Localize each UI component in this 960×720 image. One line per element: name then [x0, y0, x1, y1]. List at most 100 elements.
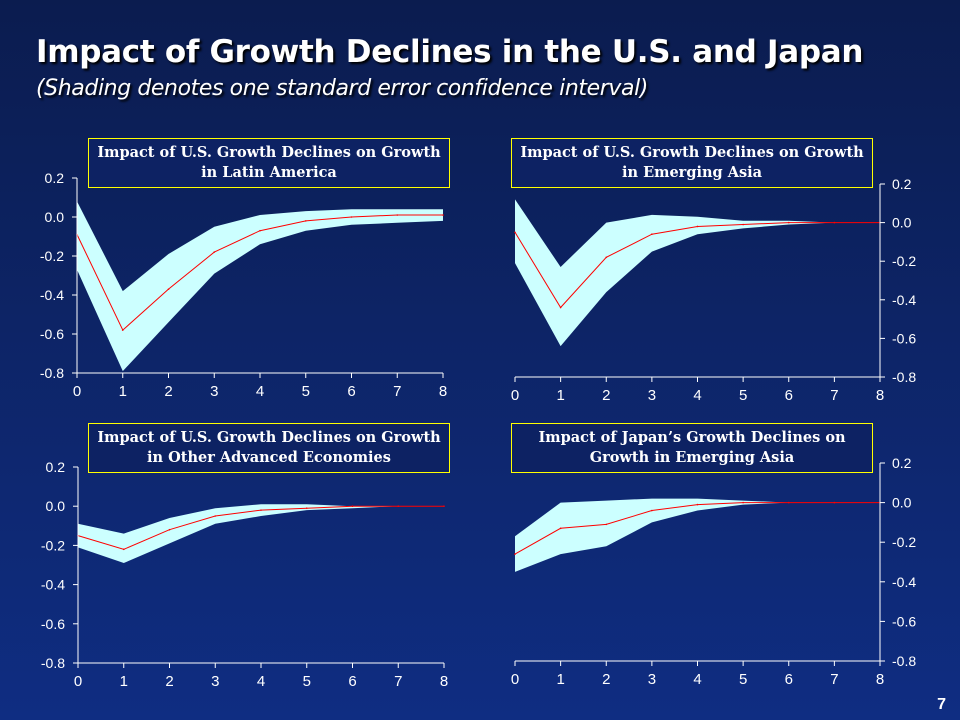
data-point — [696, 225, 699, 228]
data-point — [651, 509, 653, 512]
x-tick-label: 1 — [120, 673, 128, 690]
data-point — [605, 256, 608, 259]
data-point — [443, 505, 445, 508]
y-tick-label: -0.8 — [892, 653, 916, 669]
data-point — [605, 523, 608, 526]
data-point — [122, 548, 125, 551]
page-number: 7 — [937, 696, 946, 713]
data-point — [213, 251, 216, 253]
data-point — [396, 214, 399, 216]
confidence-band — [78, 504, 444, 563]
x-tick-label: 8 — [439, 383, 447, 400]
data-point — [305, 507, 308, 509]
y-tick-label: 0.2 — [45, 170, 65, 186]
y-tick-label: -0.2 — [41, 537, 65, 553]
x-tick-label: 3 — [211, 673, 219, 690]
x-tick-label: 7 — [830, 387, 838, 404]
data-point — [787, 221, 790, 224]
x-tick-label: 1 — [556, 671, 564, 688]
x-tick-label: 8 — [876, 671, 884, 688]
chart-panel-0: 0.2 0.0 -0.2 -0.4 -0.6 -0.8 0 1 2 3 4 5 6 7 8 — [40, 170, 447, 400]
y-tick-label: 0.0 — [892, 495, 912, 511]
x-tick-label: 6 — [785, 671, 793, 688]
x-tick-label: 5 — [302, 383, 310, 400]
y-tick-label: -0.4 — [40, 287, 64, 303]
data-point — [259, 229, 261, 232]
panel-title-emerging-asia-japan: Impact of Japan’s Growth Declines on Gro… — [511, 423, 873, 473]
data-point — [167, 288, 170, 290]
slide-subtitle: (Shading denotes one standard error conf… — [36, 76, 648, 101]
y-tick-label: 0.0 — [46, 498, 66, 514]
y-tick-label: -0.2 — [40, 248, 64, 264]
chart-panel-3: 0.2 0.0 -0.2 -0.4 -0.6 -0.8 0 1 2 3 4 5 6 7 8 — [511, 455, 917, 688]
x-tick-label: 4 — [693, 387, 701, 404]
y-tick-label: -0.6 — [892, 613, 916, 629]
data-point — [350, 216, 353, 218]
x-tick-label: 3 — [648, 387, 656, 404]
confidence-band — [77, 201, 443, 372]
x-tick-label: 3 — [210, 383, 218, 400]
data-point — [260, 509, 262, 511]
x-tick-label: 7 — [830, 671, 838, 688]
y-tick-label: -0.8 — [40, 365, 64, 381]
confidence-band — [515, 498, 880, 572]
confidence-band — [515, 199, 880, 347]
y-tick-label: 0.0 — [892, 215, 912, 231]
y-tick-label: -0.6 — [40, 326, 64, 342]
data-point — [397, 505, 400, 508]
x-tick-label: 3 — [648, 671, 656, 688]
x-tick-label: 8 — [876, 387, 884, 404]
x-tick-label: 6 — [348, 673, 356, 690]
x-tick-label: 1 — [119, 383, 127, 400]
x-tick-label: 0 — [511, 387, 519, 404]
x-tick-label: 5 — [739, 387, 747, 404]
x-tick-label: 0 — [74, 673, 82, 690]
data-point — [514, 553, 516, 555]
x-tick-label: 2 — [602, 387, 610, 404]
y-tick-label: 0.2 — [892, 176, 912, 192]
data-point — [559, 306, 562, 309]
y-tick-label: -0.2 — [892, 534, 916, 550]
data-point — [514, 231, 516, 234]
x-tick-label: 0 — [73, 383, 81, 400]
chart-panel-2: 0.2 0.0 -0.2 -0.4 -0.6 -0.8 0 1 2 3 4 5 6 7 8 — [41, 459, 448, 690]
y-tick-label: 0.2 — [46, 459, 66, 475]
data-point — [742, 501, 744, 504]
x-tick-label: 6 — [347, 383, 355, 400]
data-point — [442, 214, 444, 216]
y-tick-label: -0.4 — [892, 574, 916, 590]
panel-title-emerging-asia-us: Impact of U.S. Growth Declines on Growth… — [511, 138, 873, 188]
x-tick-label: 2 — [164, 383, 172, 400]
x-tick-label: 7 — [394, 673, 402, 690]
y-tick-label: -0.8 — [892, 369, 916, 385]
slide-title: Impact of Growth Declines in the U.S. an… — [36, 34, 864, 70]
x-tick-label: 8 — [440, 673, 448, 690]
x-tick-label: 5 — [739, 671, 747, 688]
x-tick-label: 4 — [257, 673, 265, 690]
y-tick-label: -0.8 — [41, 655, 65, 671]
x-tick-label: 1 — [556, 387, 564, 404]
data-point — [833, 501, 836, 504]
y-tick-label: 0.0 — [45, 209, 65, 225]
x-tick-label: 4 — [256, 383, 264, 400]
panel-title-latin-america: Impact of U.S. Growth Declines on Growth… — [88, 138, 450, 188]
panel-title-other-advanced: Impact of U.S. Growth Declines on Growth… — [88, 423, 450, 473]
data-point — [214, 515, 217, 517]
data-point — [696, 503, 699, 506]
y-tick-label: -0.4 — [892, 292, 916, 308]
x-tick-label: 2 — [602, 671, 610, 688]
x-tick-label: 7 — [393, 383, 401, 400]
data-point — [742, 223, 744, 226]
y-tick-label: -0.6 — [41, 616, 65, 632]
chart-panel-1: 0.2 0.0 -0.2 -0.4 -0.6 -0.8 0 1 2 3 4 5 6 7 8 — [511, 176, 917, 404]
data-point — [833, 221, 836, 224]
y-tick-label: -0.6 — [892, 330, 916, 346]
x-tick-label: 0 — [511, 671, 519, 688]
x-tick-label: 4 — [693, 671, 701, 688]
data-point — [651, 233, 653, 235]
data-point — [168, 528, 171, 531]
data-point — [559, 527, 562, 530]
y-tick-label: 0.2 — [892, 455, 912, 471]
data-point — [304, 220, 307, 222]
